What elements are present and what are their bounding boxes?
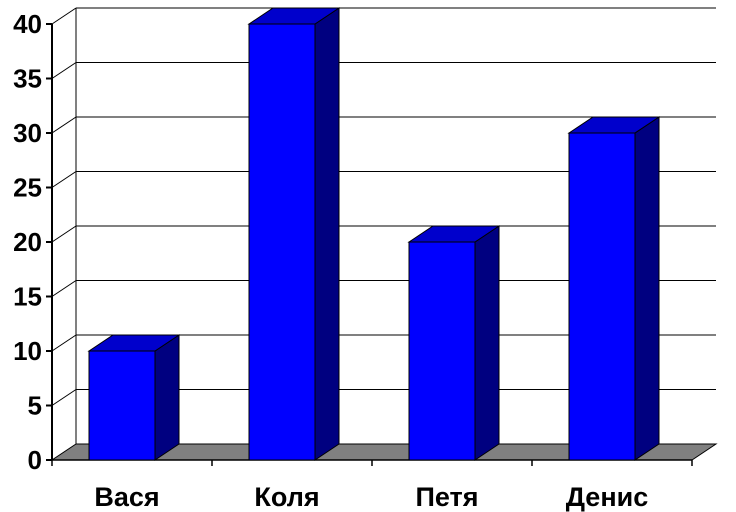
- gridline-diagonal: [51, 7, 77, 25]
- y-tick-label: 25: [13, 173, 42, 203]
- bar-Вася: [87, 334, 181, 461]
- gridline-diagonal: [51, 171, 77, 188]
- bar: [88, 350, 156, 461]
- y-tick-labels-layer: 0 5 10 15 20 25 30 35 40: [13, 9, 42, 475]
- gridline-diagonal: [51, 280, 77, 297]
- gridline-diagonal: [51, 334, 77, 352]
- y-tick-label: 10: [13, 336, 42, 366]
- category-label: Петя: [415, 482, 478, 512]
- gridline-diagonal: [51, 116, 77, 134]
- y-tick-label: 0: [28, 445, 42, 475]
- bar-side-face: [634, 116, 660, 461]
- bar-Денис: [567, 116, 661, 461]
- y-tick-label: 20: [13, 227, 42, 257]
- bar-side-face: [314, 7, 340, 461]
- gridline-diagonal: [51, 62, 77, 79]
- bar-Коля: [247, 7, 341, 461]
- bar-side-face: [474, 225, 500, 461]
- gridline-diagonal: [51, 225, 77, 243]
- bar: [568, 132, 636, 461]
- bar: [408, 241, 476, 461]
- category-label: Денис: [566, 482, 649, 512]
- y-tick-label: 5: [28, 391, 42, 421]
- y-tick-label: 35: [13, 64, 42, 94]
- category-label: Коля: [254, 482, 319, 512]
- y-tick-label: 30: [13, 118, 42, 148]
- bar-Петя: [407, 225, 501, 461]
- gridline-diagonal: [51, 389, 77, 406]
- y-tick-label: 15: [13, 282, 42, 312]
- category-labels-layer: Вася Коля Петя Денис: [94, 482, 648, 512]
- bar-side-face: [154, 334, 180, 461]
- category-label: Вася: [94, 482, 159, 512]
- bars-layer: [87, 7, 661, 461]
- y-tick-label: 40: [13, 9, 42, 39]
- bar: [248, 23, 316, 461]
